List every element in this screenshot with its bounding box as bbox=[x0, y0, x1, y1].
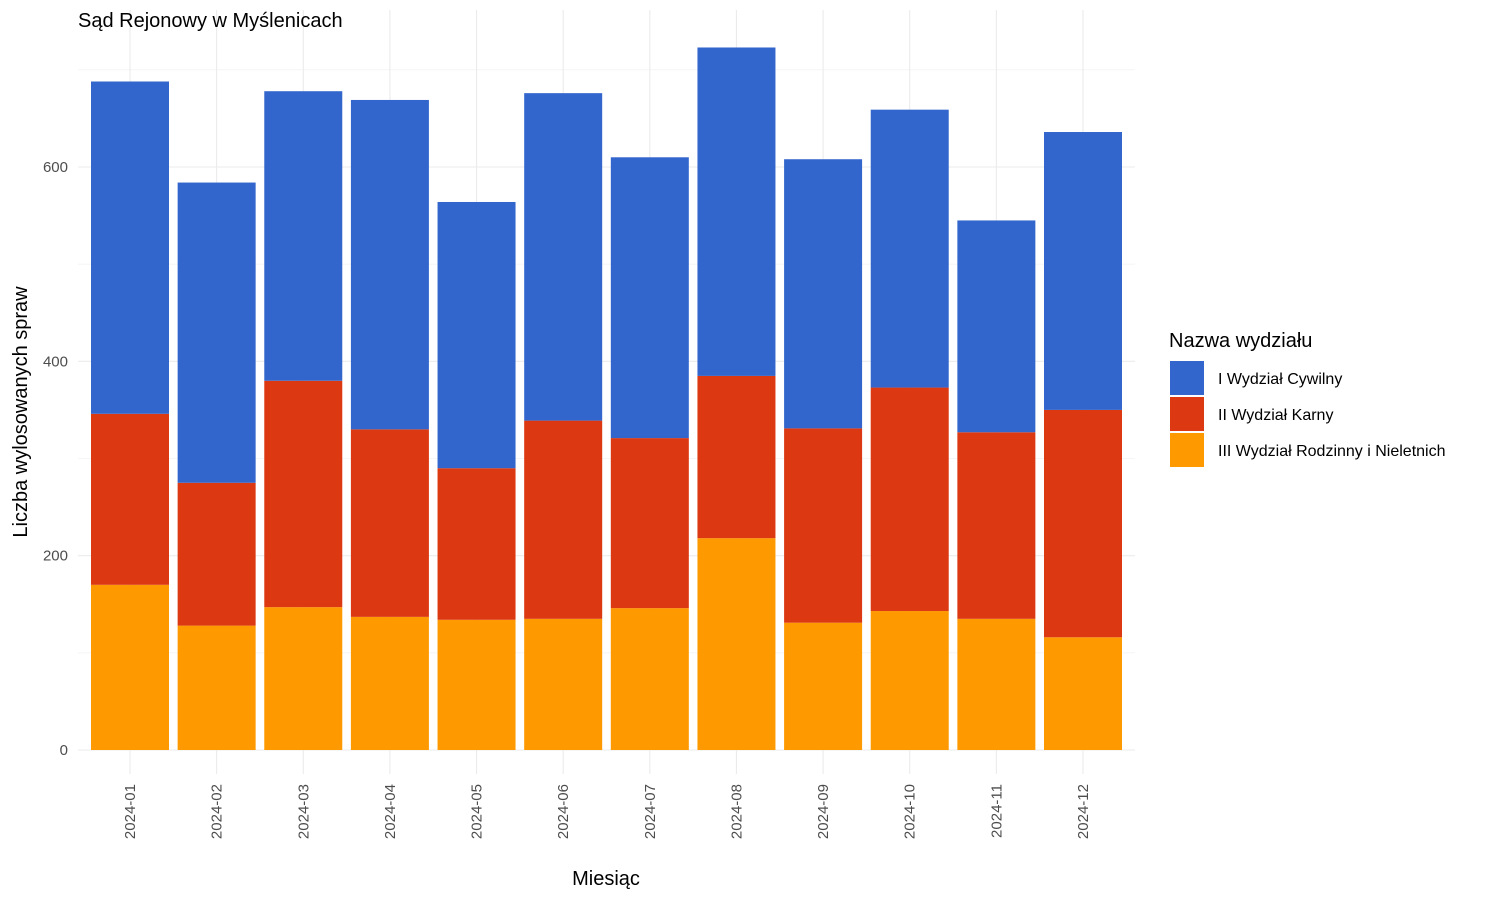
bar-2024-04-series-2 bbox=[350, 99, 429, 430]
bar-2024-11-series-2 bbox=[957, 220, 1036, 433]
x-tick-label: 2024-01 bbox=[122, 784, 139, 839]
legend-key bbox=[1170, 361, 1204, 395]
bar-2024-11-series-1 bbox=[957, 432, 1036, 619]
legend: Nazwa wydziału I Wydział Cywilny II Wydzi… bbox=[1169, 330, 1446, 467]
x-tick-label: 2024-05 bbox=[469, 784, 486, 839]
bar-2024-02-series-1 bbox=[177, 482, 256, 626]
bar-2024-11-series-0 bbox=[957, 618, 1036, 750]
x-axis-ticks: 2024-01 2024-02 2024-03 2024-04 2024-05 2024-… bbox=[122, 784, 1092, 839]
bar-2024-01-series-1 bbox=[91, 413, 169, 585]
x-tick-label: 2024-06 bbox=[555, 784, 572, 839]
x-tick-label: 2024-12 bbox=[1075, 784, 1092, 839]
bar-2024-09-series-0 bbox=[784, 622, 863, 750]
bar-2024-02-series-2 bbox=[177, 182, 256, 483]
x-tick-label: 2024-11 bbox=[988, 784, 1005, 838]
bar-2024-05-series-2 bbox=[437, 201, 516, 469]
legend-label: III Wydział Rodzinny i Nieletnich bbox=[1218, 443, 1446, 460]
bar-2024-07-series-1 bbox=[610, 438, 689, 609]
bar-2024-12-series-2 bbox=[1044, 132, 1122, 410]
bar-2024-03-series-0 bbox=[264, 607, 343, 750]
x-tick-label: 2024-02 bbox=[209, 784, 226, 839]
y-axis-ticks: 0 200 400 600 bbox=[43, 159, 68, 759]
chart-title: Sąd Rejonowy w Myślenicach bbox=[78, 10, 343, 32]
x-tick-label: 2024-04 bbox=[382, 784, 399, 839]
legend-title: Nazwa wydziału bbox=[1169, 330, 1312, 352]
bar-2024-07-series-2 bbox=[610, 157, 689, 439]
y-tick-label: 600 bbox=[43, 159, 68, 176]
bar-2024-03-series-1 bbox=[264, 380, 343, 608]
bar-2024-04-series-1 bbox=[350, 429, 429, 617]
bar-2024-01-series-0 bbox=[91, 584, 169, 750]
y-tick-label: 200 bbox=[43, 548, 68, 565]
x-tick-label: 2024-03 bbox=[295, 784, 312, 839]
y-tick-label: 0 bbox=[60, 742, 68, 759]
legend-key bbox=[1170, 397, 1204, 431]
x-axis-title: Miesiąc bbox=[572, 868, 640, 890]
bar-2024-06-series-0 bbox=[524, 618, 603, 750]
bar-2024-04-series-0 bbox=[350, 616, 429, 750]
bar-2024-10-series-0 bbox=[870, 611, 949, 750]
bar-2024-06-series-1 bbox=[524, 420, 603, 619]
bar-2024-01-series-2 bbox=[91, 81, 169, 414]
legend-label: II Wydział Karny bbox=[1218, 407, 1333, 424]
bar-2024-03-series-2 bbox=[264, 91, 343, 381]
x-tick-label: 2024-07 bbox=[642, 784, 659, 839]
bar-2024-10-series-1 bbox=[870, 387, 949, 612]
y-axis-title: Liczba wylosowanych spraw bbox=[10, 286, 32, 538]
bar-2024-12-series-1 bbox=[1044, 409, 1122, 638]
bar-2024-05-series-0 bbox=[437, 619, 516, 750]
bars bbox=[91, 47, 1122, 750]
bar-2024-08-series-1 bbox=[697, 375, 776, 539]
bar-2024-07-series-0 bbox=[610, 608, 689, 750]
bar-2024-09-series-2 bbox=[784, 159, 863, 429]
bar-2024-08-series-2 bbox=[697, 47, 776, 376]
y-tick-label: 400 bbox=[43, 353, 68, 370]
x-tick-label: 2024-10 bbox=[902, 784, 919, 839]
x-tick-label: 2024-09 bbox=[815, 784, 832, 839]
bar-2024-08-series-0 bbox=[697, 538, 776, 750]
bar-2024-02-series-0 bbox=[177, 625, 256, 750]
bar-2024-10-series-2 bbox=[870, 109, 949, 388]
legend-label: I Wydział Cywilny bbox=[1218, 371, 1342, 388]
bar-2024-09-series-1 bbox=[784, 428, 863, 623]
legend-key bbox=[1170, 433, 1204, 467]
bar-2024-12-series-0 bbox=[1044, 637, 1122, 750]
bar-2024-05-series-1 bbox=[437, 468, 516, 620]
bar-2024-06-series-2 bbox=[524, 93, 603, 421]
x-tick-label: 2024-08 bbox=[728, 784, 745, 839]
